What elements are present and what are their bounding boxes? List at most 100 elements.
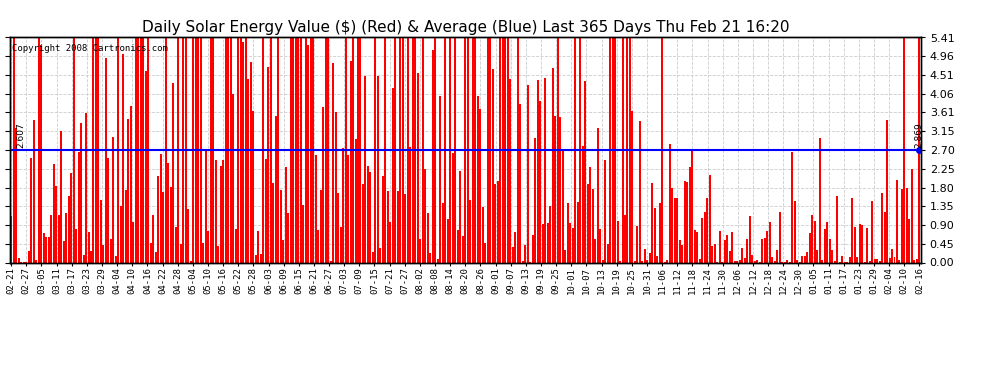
Bar xyxy=(542,224,544,262)
Bar xyxy=(367,166,369,262)
Bar xyxy=(467,38,469,262)
Bar xyxy=(245,38,247,262)
Bar xyxy=(651,183,653,262)
Bar xyxy=(624,215,626,262)
Bar xyxy=(459,171,461,262)
Bar xyxy=(519,104,521,262)
Bar xyxy=(440,96,442,262)
Bar xyxy=(894,257,896,262)
Bar xyxy=(320,190,322,262)
Bar xyxy=(671,188,673,262)
Bar xyxy=(756,260,758,262)
Bar xyxy=(571,228,573,262)
Bar xyxy=(694,230,696,262)
Text: 2.607: 2.607 xyxy=(16,122,25,148)
Bar xyxy=(686,182,688,262)
Bar xyxy=(556,38,558,262)
Bar xyxy=(165,38,167,262)
Bar xyxy=(412,38,414,262)
Bar xyxy=(430,252,432,262)
Bar xyxy=(259,254,261,262)
Bar xyxy=(262,38,264,262)
Bar xyxy=(446,219,448,262)
Bar xyxy=(152,216,154,262)
Bar xyxy=(30,158,32,262)
Bar xyxy=(540,101,542,262)
Bar xyxy=(584,81,586,262)
Bar xyxy=(217,246,219,262)
Bar xyxy=(661,38,663,262)
Bar xyxy=(382,176,384,262)
Bar xyxy=(674,198,676,262)
Bar xyxy=(15,128,17,262)
Bar xyxy=(362,184,364,262)
Bar xyxy=(504,38,506,262)
Bar xyxy=(629,38,631,262)
Bar xyxy=(456,230,458,262)
Bar xyxy=(369,172,371,262)
Bar xyxy=(482,207,484,262)
Bar xyxy=(537,80,539,262)
Bar xyxy=(763,238,765,262)
Bar xyxy=(559,117,561,262)
Bar xyxy=(612,38,614,262)
Bar xyxy=(46,237,48,262)
Bar xyxy=(868,261,870,262)
Bar xyxy=(779,212,781,262)
Bar xyxy=(622,38,624,262)
Bar xyxy=(40,45,43,262)
Bar xyxy=(761,239,763,262)
Bar xyxy=(469,200,471,262)
Bar xyxy=(679,240,681,262)
Bar xyxy=(233,94,235,262)
Bar xyxy=(751,255,753,262)
Text: 2.869: 2.869 xyxy=(915,122,924,148)
Bar xyxy=(138,38,140,262)
Bar xyxy=(786,260,788,262)
Bar xyxy=(202,243,204,262)
Bar xyxy=(901,189,903,262)
Bar xyxy=(627,38,629,262)
Bar xyxy=(300,38,302,262)
Bar xyxy=(302,205,304,262)
Bar xyxy=(899,260,901,262)
Bar xyxy=(724,240,726,262)
Bar xyxy=(646,260,648,262)
Bar xyxy=(734,261,736,262)
Bar xyxy=(477,96,479,262)
Bar xyxy=(642,261,644,262)
Bar xyxy=(180,244,182,262)
Bar xyxy=(727,235,729,262)
Bar xyxy=(190,261,192,262)
Bar xyxy=(113,137,115,262)
Bar xyxy=(220,166,222,262)
Bar xyxy=(274,116,276,262)
Bar xyxy=(676,198,678,262)
Bar xyxy=(522,261,524,262)
Bar xyxy=(257,231,259,262)
Bar xyxy=(579,38,581,262)
Bar xyxy=(574,38,576,262)
Bar xyxy=(384,38,386,262)
Bar xyxy=(809,233,811,262)
Bar xyxy=(914,260,916,262)
Bar xyxy=(742,248,743,262)
Bar xyxy=(886,120,888,262)
Bar xyxy=(100,200,102,262)
Bar xyxy=(891,249,893,262)
Bar xyxy=(182,38,184,262)
Bar xyxy=(133,222,135,262)
Bar xyxy=(644,249,645,262)
Bar xyxy=(712,246,714,262)
Bar xyxy=(249,62,251,262)
Bar xyxy=(13,38,15,262)
Bar xyxy=(128,118,130,262)
Bar xyxy=(656,256,658,262)
Bar xyxy=(701,218,703,262)
Bar xyxy=(230,38,232,262)
Bar xyxy=(135,38,137,262)
Bar xyxy=(614,38,616,262)
Bar xyxy=(297,38,299,262)
Bar xyxy=(691,150,693,262)
Bar xyxy=(205,152,207,262)
